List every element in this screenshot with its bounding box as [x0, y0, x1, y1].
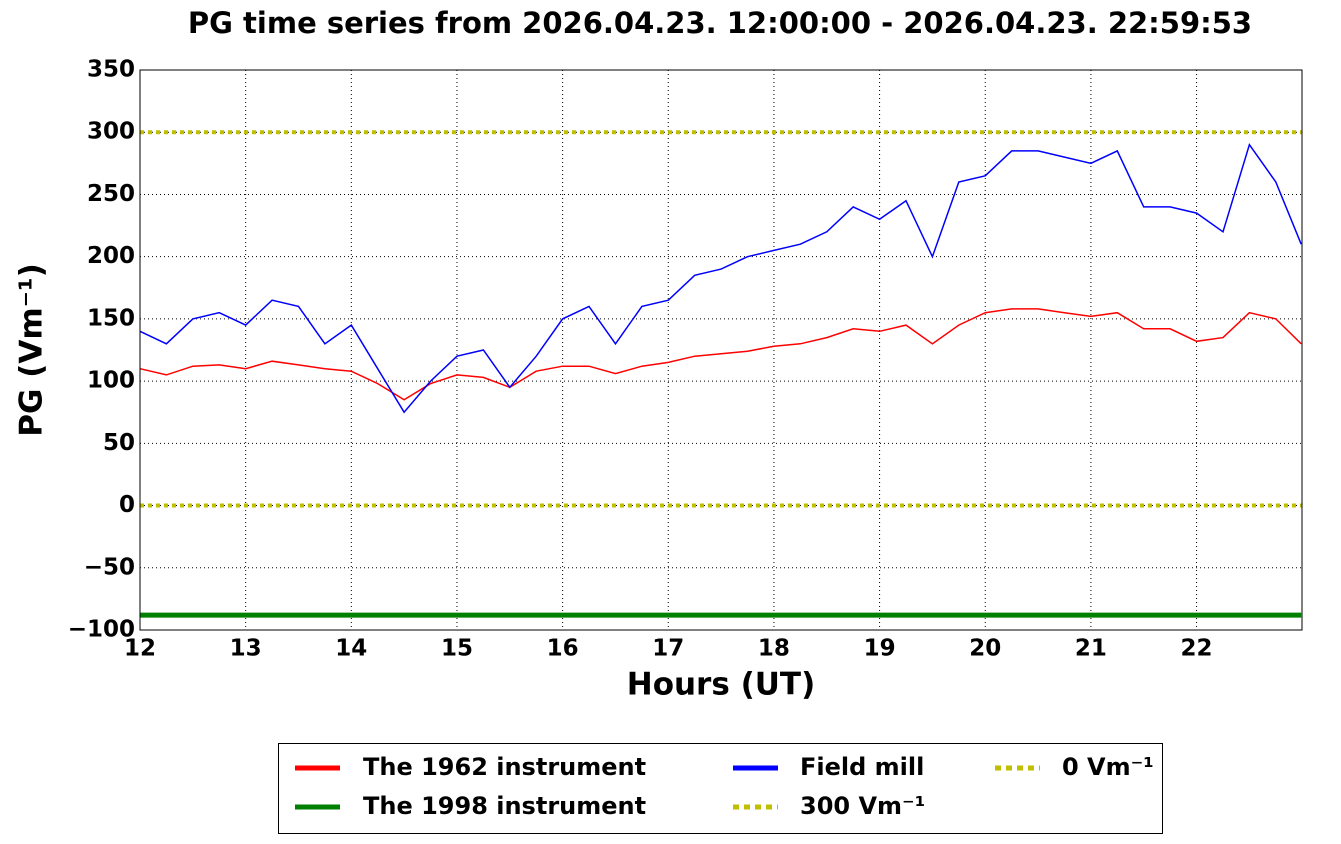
legend [278, 743, 1163, 834]
y-tick-label: 250 [87, 181, 135, 207]
y-axis-label: PG (Vm⁻¹) [14, 263, 50, 437]
x-tick-label: 13 [230, 636, 262, 662]
y-tick-label: 200 [87, 243, 135, 269]
x-tick-label: 16 [547, 636, 579, 662]
x-axis-label: Hours (UT) [627, 667, 816, 703]
x-tick-label: 18 [758, 636, 790, 662]
y-tick-label: 0 [119, 492, 135, 518]
x-tick-label: 21 [1075, 636, 1107, 662]
legend-label: The 1998 instrument [363, 792, 646, 820]
x-tick-label: 14 [335, 636, 367, 662]
legend-label: The 1962 instrument [363, 753, 646, 781]
legend-label: 300 Vm⁻¹ [800, 792, 925, 820]
y-tick-label: 150 [87, 305, 135, 331]
x-tick-label: 17 [652, 636, 684, 662]
x-tick-label: 19 [864, 636, 896, 662]
x-tick-label: 22 [1181, 636, 1213, 662]
y-tick-label: −50 [84, 554, 135, 580]
y-tick-label: 100 [87, 368, 135, 394]
y-tick-label: 50 [103, 430, 135, 456]
y-tick-label: 350 [87, 57, 135, 83]
legend-label: 0 Vm⁻¹ [1062, 753, 1154, 781]
series-line [139, 308, 1302, 401]
plot-frame [139, 69, 1303, 631]
x-tick-label: 20 [969, 636, 1001, 662]
y-tick-label: −100 [68, 617, 135, 643]
legend-label: Field mill [800, 753, 924, 781]
chart-title: PG time series from 2026.04.23. 12:00:00… [188, 6, 1252, 40]
series-line [139, 143, 1302, 414]
x-tick-label: 15 [441, 636, 473, 662]
y-tick-label: 300 [87, 119, 135, 145]
x-tick-label: 12 [124, 636, 156, 662]
